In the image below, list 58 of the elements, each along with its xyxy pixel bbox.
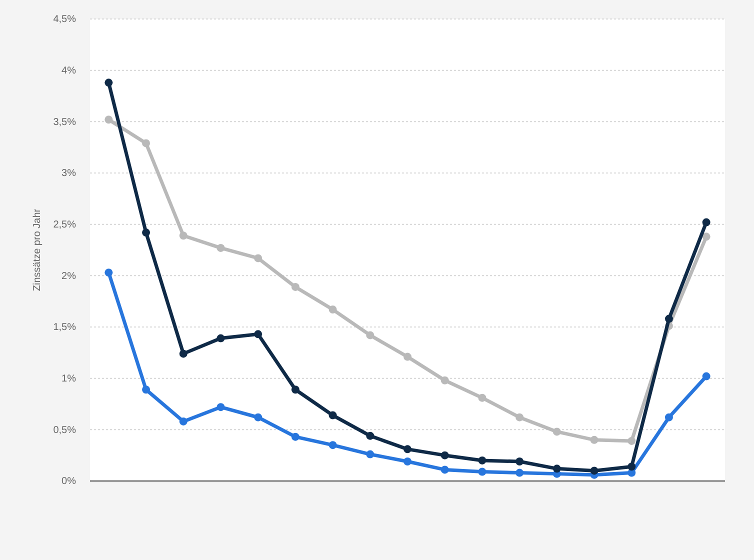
point [628,462,636,471]
point [104,78,113,87]
point [216,244,225,252]
point [404,352,412,361]
point [702,372,710,380]
point [702,232,710,241]
point [440,376,449,384]
point [404,445,412,454]
point [291,432,300,441]
y-tick-label: 1% [62,374,76,385]
point [216,334,225,342]
point [366,331,374,340]
point [142,386,150,394]
point [664,413,673,422]
point [104,268,113,277]
point [179,350,188,358]
point [366,450,374,458]
point [404,457,412,466]
y-tick-label: 0% [62,476,76,488]
point [590,466,598,475]
point [142,139,150,148]
point [440,451,449,460]
point [552,464,561,473]
point [179,417,188,426]
point [478,456,486,464]
point [516,457,524,466]
y-tick-label: 3% [62,168,76,180]
point [142,228,150,237]
y-tick-label: 2,5% [53,220,76,231]
point [291,282,300,291]
point [254,413,262,422]
point [516,413,524,422]
y-axis-title: Zinssätze pro Jahr [32,208,43,292]
point [328,441,337,450]
point [628,436,636,445]
point [291,386,300,394]
y-tick-label: 0,5% [53,424,76,436]
point [254,254,262,262]
y-tick-label: 2% [62,270,76,282]
point [104,116,113,124]
point [552,428,561,436]
point [328,306,337,314]
point [590,436,598,444]
point [254,330,262,338]
point [366,432,374,440]
point [216,403,225,412]
point [478,468,486,476]
point [328,411,337,420]
point [664,314,673,323]
point [702,218,710,226]
y-tick-label: 4,5% [53,14,76,26]
point [478,394,486,402]
y-tick-label: 1,5% [53,322,76,334]
point [440,466,449,474]
point [179,232,188,240]
y-tick-label: 3,5% [53,116,76,128]
point [516,468,524,477]
y-tick-label: 4% [62,66,76,77]
